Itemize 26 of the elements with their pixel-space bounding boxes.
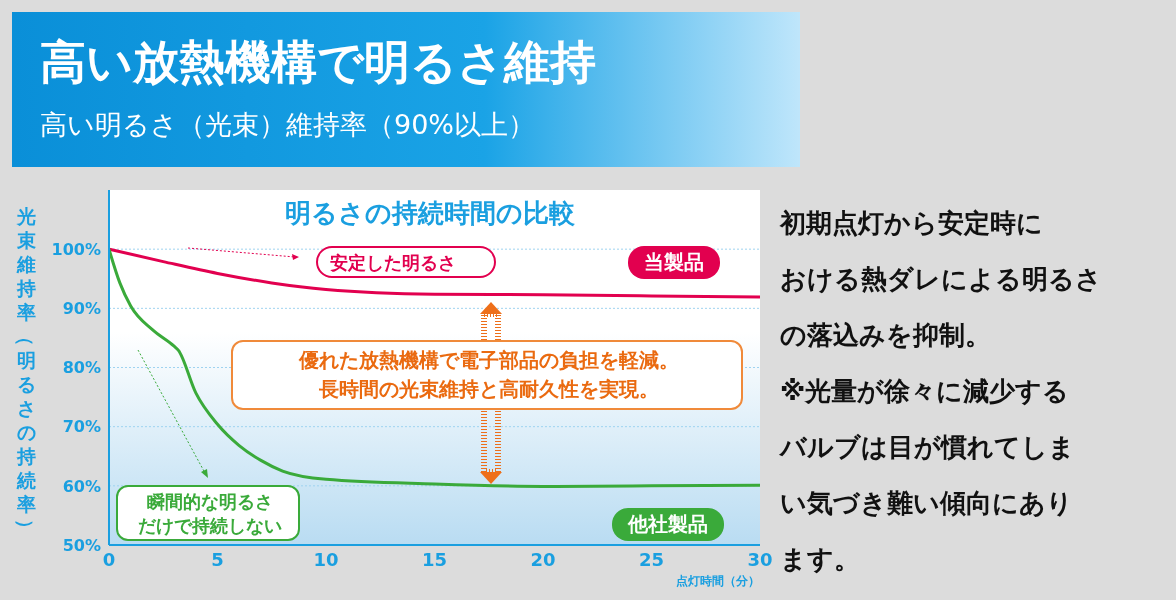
annotation: 優れた放熱機構で電子部品の負担を軽減。長時間の光束維持と高耐久性を実現。 — [298, 347, 680, 403]
y-tick-label: 50% — [62, 535, 101, 555]
x-tick-label: 25 — [637, 549, 666, 570]
chart-title: 高い放熱機構で明るさ維持 — [40, 34, 596, 91]
annotation: 安定した明るさ — [330, 251, 456, 275]
series-label: 当製品 — [628, 246, 720, 279]
x-tick-label: 15 — [420, 549, 449, 570]
y-tick-label: 100% — [51, 239, 101, 259]
series-label: 他社製品 — [612, 508, 724, 541]
y-tick-label: 60% — [62, 476, 101, 496]
y-tick-label: 90% — [62, 299, 101, 319]
chart-subtitle: 高い明るさ（光束）維持率（90%以上） — [40, 108, 536, 142]
x-axis-title: 点灯時間（分） — [676, 573, 760, 590]
y-tick-label: 70% — [62, 417, 101, 437]
text: 光束維持率（明るさの持続率） — [15, 205, 37, 538]
x-tick-label: 0 — [102, 549, 116, 570]
line-series — [109, 247, 760, 488]
x-tick-label: 20 — [529, 549, 557, 570]
text: 初期点灯から安定時における熱ダレによる明るさの落込みを抑制。※光量が徐々に減少するバルブは目が慣れてしまい気づき難い傾向にあります。 — [780, 207, 1102, 576]
line-series — [109, 247, 760, 299]
y-tick-label: 80% — [62, 358, 101, 378]
annotation: 瞬間的な明るさだけで持続しない — [137, 490, 283, 538]
annotation: 明るさの持続時間の比較 — [284, 197, 576, 230]
x-tick-label: 30 — [747, 549, 773, 570]
x-tick-label: 5 — [210, 549, 225, 570]
x-tick-label: 10 — [312, 549, 340, 570]
